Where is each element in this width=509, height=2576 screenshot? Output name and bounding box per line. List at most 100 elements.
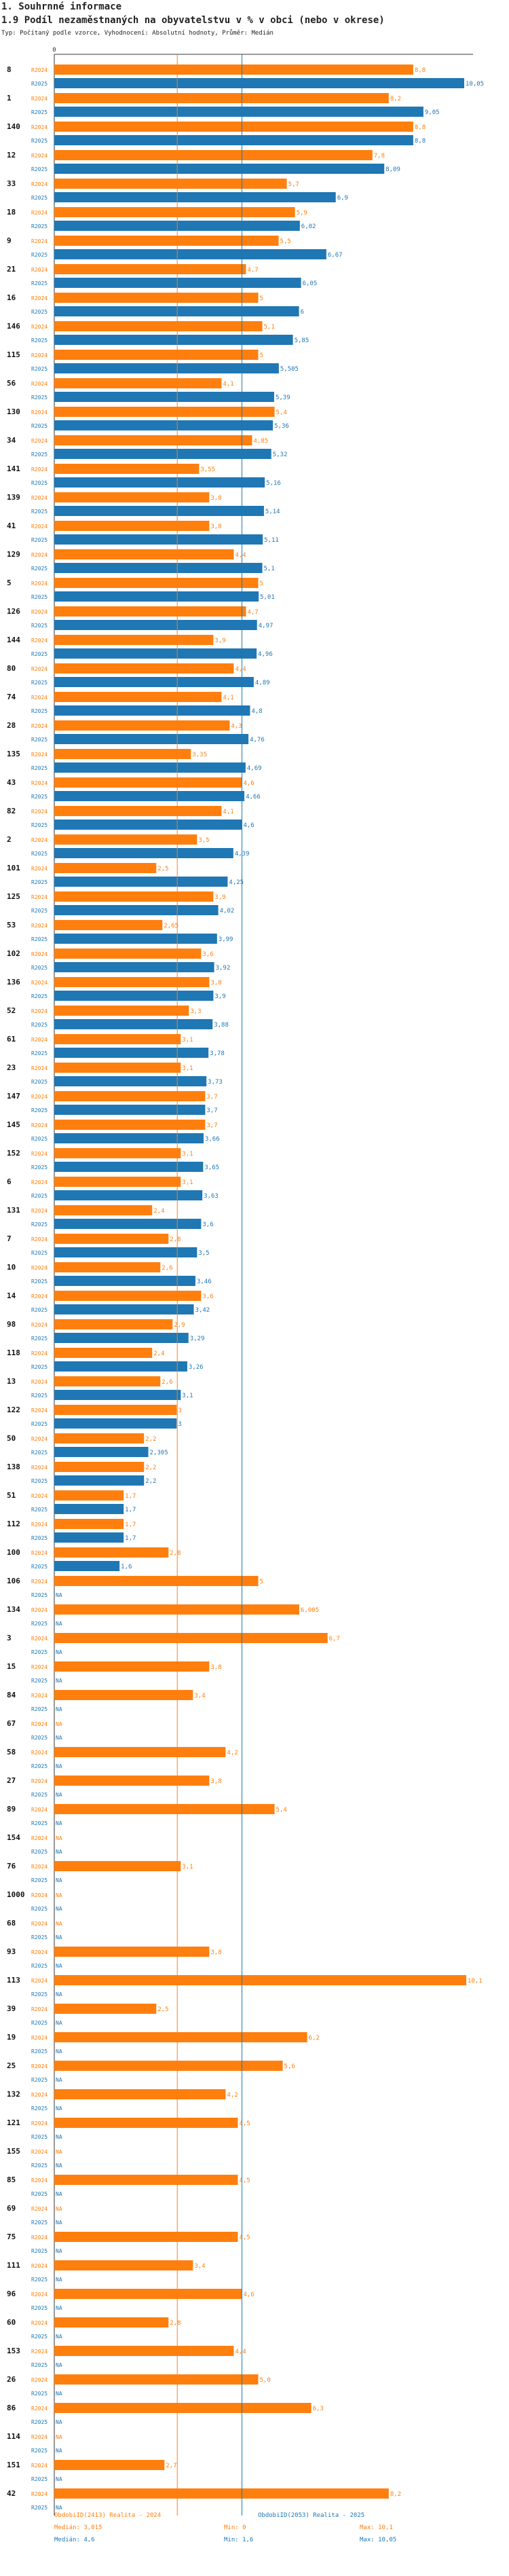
bar-2025 [54, 135, 413, 145]
row-label-2024: R2024 [31, 153, 48, 159]
value-label-2024: 5,4 [276, 409, 287, 416]
category-label: 129 [7, 550, 20, 559]
value-label-2025: 3,6 [202, 1221, 213, 1228]
category-label: 84 [7, 1691, 16, 1699]
category-label: 61 [7, 1035, 16, 1044]
row-label-2025: R2025 [31, 2505, 48, 2511]
bar-2024 [54, 749, 191, 759]
row-label-2025: R2025 [31, 1136, 48, 1142]
value-label-2024: 2,8 [170, 1550, 181, 1557]
value-label-2024: 2,2 [145, 1465, 156, 1471]
value-label-2024: 2,6 [162, 1265, 172, 1272]
value-label-2025: 5,39 [276, 394, 290, 401]
bar-2024 [54, 236, 279, 246]
bar-2024 [54, 521, 210, 531]
bar-2025 [54, 1162, 204, 1172]
row-label-2024: R2024 [31, 894, 48, 900]
category-label: 28 [7, 721, 16, 730]
na-label-2025: NA [56, 2305, 62, 2311]
bar-2025 [54, 563, 263, 573]
row-label-2025: R2025 [31, 1991, 48, 1998]
na-label-2025: NA [56, 2105, 62, 2112]
bar-2025 [54, 677, 254, 687]
row-label-2024: R2024 [31, 2491, 48, 2497]
value-label-2024: 3,9 [214, 638, 225, 644]
row-label-2024: R2024 [31, 1094, 48, 1100]
value-label-2025: 3,26 [189, 1364, 204, 1371]
bar-2025 [54, 449, 271, 459]
row-label-2025: R2025 [31, 2105, 48, 2112]
bar-2024 [54, 93, 389, 103]
row-label-2024: R2024 [31, 438, 48, 444]
value-label-2024: 3,8 [210, 980, 221, 987]
bar-2024 [54, 549, 234, 559]
row-label-2025: R2025 [31, 2048, 48, 2055]
bar-2025 [54, 820, 242, 830]
value-label-2025: 8,09 [385, 166, 400, 173]
category-label: 33 [7, 179, 16, 188]
value-label-2025: 4,6 [243, 822, 254, 829]
bar-2025 [54, 278, 301, 288]
row-label-2024: R2024 [31, 181, 48, 187]
category-label: 60 [7, 2318, 16, 2327]
row-label-2024: R2024 [31, 666, 48, 672]
value-label-2024: 4,5 [239, 2234, 250, 2241]
value-label-2025: 3,92 [216, 965, 231, 972]
legend-2025-median: Medián: 4,6 [54, 2537, 95, 2543]
value-label-2025: 5,16 [266, 480, 281, 487]
legend-2024-min: Min: 0 [224, 2524, 246, 2531]
value-label-2024: 4,7 [247, 267, 258, 274]
na-label-2024: NA [56, 2206, 62, 2212]
na-label-2025: NA [56, 2505, 62, 2511]
row-label-2024: R2024 [31, 96, 48, 102]
legend-2024-max: Max: 10,1 [360, 2524, 393, 2531]
row-label-2025: R2025 [31, 252, 48, 258]
category-label: 25 [7, 2061, 16, 2070]
row-label-2024: R2024 [31, 1949, 48, 1955]
category-label: 106 [7, 1577, 20, 1585]
row-label-2024: R2024 [31, 980, 48, 986]
na-label-2025: NA [56, 1763, 62, 1769]
bar-2024 [54, 806, 222, 816]
category-label: 126 [7, 607, 20, 616]
value-label-2024: 5,4 [276, 1807, 287, 1814]
row-label-2025: R2025 [31, 509, 48, 515]
bar-2024 [54, 122, 413, 132]
category-label: 131 [7, 1206, 20, 1215]
bar-2025 [54, 962, 214, 972]
row-label-2025: R2025 [31, 166, 48, 172]
row-label-2025: R2025 [31, 2419, 48, 2425]
row-label-2025: R2025 [31, 337, 48, 344]
category-label: 146 [7, 322, 20, 331]
row-label-2024: R2024 [31, 1493, 48, 1499]
row-label-2024: R2024 [31, 2406, 48, 2412]
bar-2024 [54, 1690, 193, 1700]
bar-2024 [54, 321, 263, 331]
row-label-2024: R2024 [31, 1465, 48, 1471]
row-label-2024: R2024 [31, 2177, 48, 2184]
bar-2024 [54, 1348, 153, 1358]
na-label-2025: NA [56, 1792, 62, 1798]
row-label-2024: R2024 [31, 1322, 48, 1328]
row-label-2025: R2025 [31, 309, 48, 315]
row-label-2025: R2025 [31, 452, 48, 458]
bar-2024 [54, 2289, 242, 2299]
category-label: 50 [7, 1434, 16, 1443]
bar-2024 [54, 150, 373, 160]
category-label: 19 [7, 2033, 16, 2042]
bar-2024 [54, 2089, 226, 2099]
value-label-2025: 1,7 [125, 1535, 136, 1542]
row-label-2024: R2024 [31, 1892, 48, 1898]
value-label-2024: 3,9 [214, 894, 225, 901]
value-label-2024: 6,005 [301, 1607, 319, 1614]
category-label: 85 [7, 2175, 16, 2184]
category-label: 56 [7, 379, 16, 388]
row-label-2024: R2024 [31, 1693, 48, 1699]
category-label: 13 [7, 1377, 16, 1386]
category-label: 111 [7, 2261, 20, 2270]
bar-2025 [54, 1333, 189, 1343]
bar-2024 [54, 2374, 259, 2385]
category-label: 8 [7, 65, 12, 74]
row-label-2025: R2025 [31, 594, 48, 600]
value-label-2024: 8,8 [415, 124, 426, 131]
